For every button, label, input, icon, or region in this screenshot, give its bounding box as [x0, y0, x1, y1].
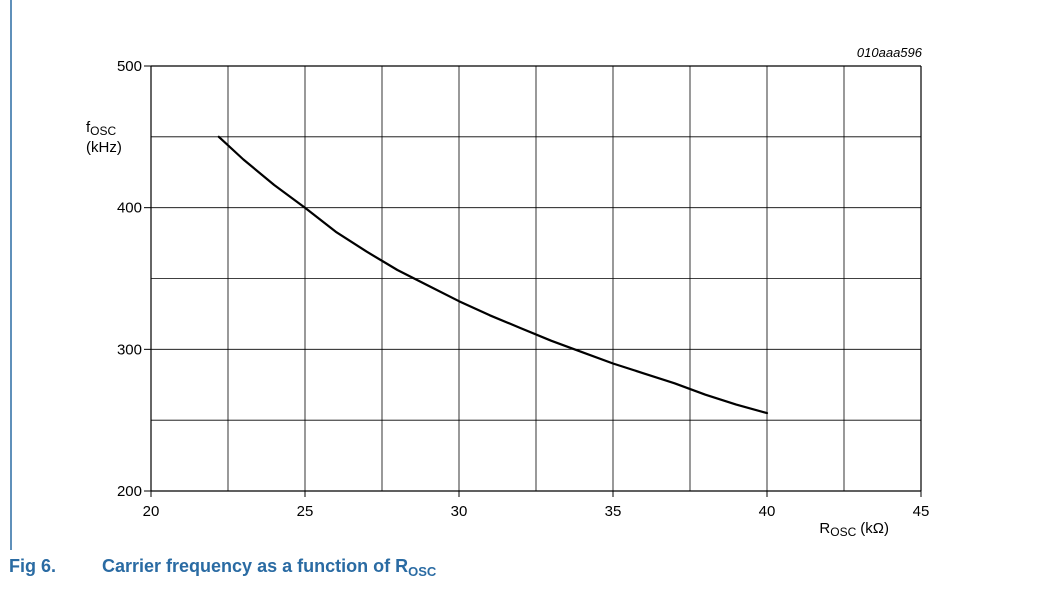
y-axis-title-sub: OSC [90, 124, 116, 138]
x-axis-title: ROSC (kΩ) [819, 520, 889, 539]
x-tick-label: 45 [913, 503, 930, 520]
y-tick-label: 200 [117, 483, 142, 500]
x-axis-title-main: R [819, 520, 830, 537]
y-axis-unit: (kHz) [86, 139, 122, 156]
y-tick-label: 400 [117, 200, 142, 217]
grid [150, 65, 922, 492]
figure-caption: Fig 6. Carrier frequency as a function of… [9, 556, 436, 579]
x-tick-label: 40 [759, 503, 776, 520]
series-line [217, 135, 769, 415]
y-tick-label: 500 [117, 58, 142, 75]
figure-caption-text: Carrier frequency as a function of R [102, 556, 409, 576]
x-tick-label: 30 [451, 503, 468, 520]
labels: 010aaa596 fOSC (kHz) ROSC (kΩ) [86, 45, 923, 539]
y-axis-title: fOSC [86, 119, 117, 138]
figure-caption-sub: OSC [408, 564, 437, 579]
x-axis-title-unit: (kΩ) [860, 520, 889, 537]
x-tick-label: 20 [143, 503, 160, 520]
x-axis-title-sub: OSC [830, 525, 856, 539]
y-tick-label: 300 [117, 341, 142, 358]
x-tick-label: 25 [297, 503, 314, 520]
series-layer [217, 135, 769, 415]
x-tick-label: 35 [605, 503, 622, 520]
chart-code: 010aaa596 [857, 45, 923, 60]
y-axis-title-main: f [86, 119, 91, 136]
axes: 200 300 400 500 20 25 30 35 40 45 [117, 58, 929, 520]
figure-number: Fig 6. [9, 556, 57, 576]
